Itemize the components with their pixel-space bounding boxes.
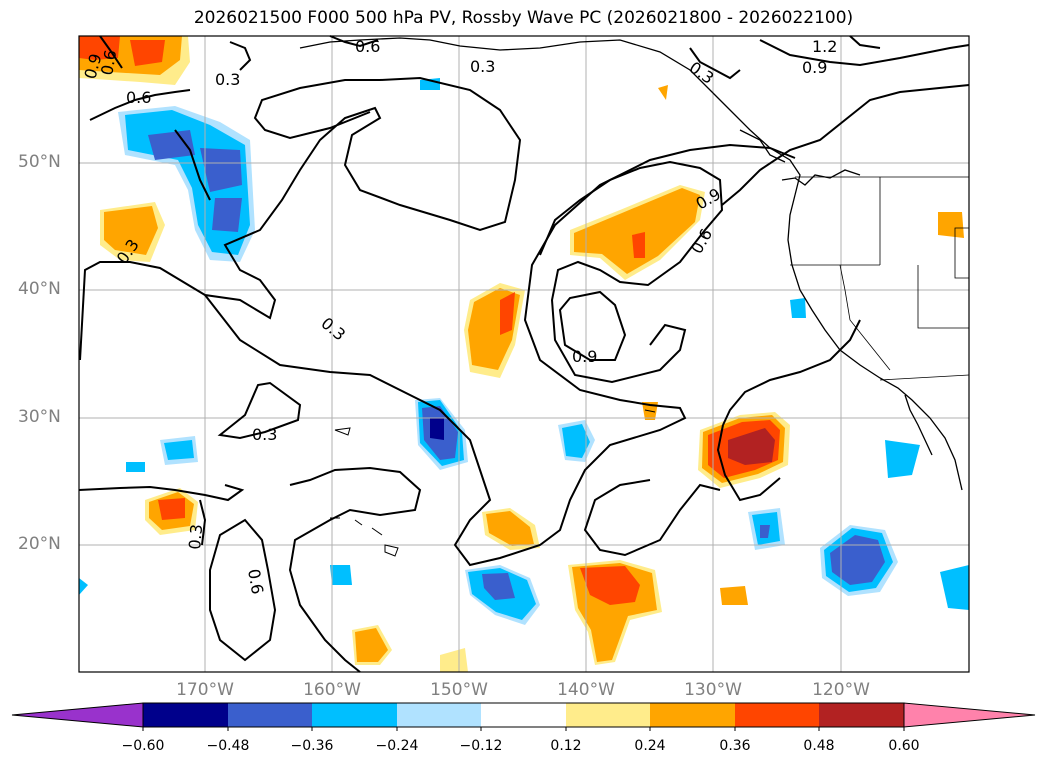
colorbar-tick-label: 0.48 bbox=[803, 738, 835, 754]
contour-label: 0.3 bbox=[215, 70, 240, 89]
colorbar-segment bbox=[650, 703, 735, 727]
colorbar-tick-label: 0.60 bbox=[888, 738, 920, 754]
lon-label-130w: 130°W bbox=[684, 680, 742, 700]
lat-label-40n: 40°N bbox=[18, 279, 61, 299]
contour-label: 0.3 bbox=[470, 57, 495, 76]
colorbar-segment bbox=[566, 703, 650, 727]
contour-label: 0.3 bbox=[185, 523, 206, 550]
contour-label: 0.9 bbox=[802, 58, 827, 77]
colorbar-segment bbox=[143, 703, 228, 727]
colorbar-segment bbox=[481, 703, 566, 727]
colorbar-segment bbox=[819, 703, 904, 727]
colorbar-extend-low bbox=[11, 702, 144, 728]
colorbar-segment bbox=[735, 703, 819, 727]
colorbar-extend-high bbox=[903, 702, 1036, 728]
gridlines bbox=[79, 36, 969, 672]
lat-label-20n: 20°N bbox=[18, 534, 61, 554]
colorbar-segment bbox=[312, 703, 397, 727]
colorbar-tick-label: 0.24 bbox=[634, 738, 666, 754]
contour-label: 0.6 bbox=[355, 37, 380, 56]
lon-label-140w: 140°W bbox=[557, 680, 615, 700]
colorbar-tick-label: −0.12 bbox=[459, 738, 503, 754]
lat-label-50n: 50°N bbox=[18, 152, 61, 172]
contour-label: 0.9 bbox=[572, 347, 597, 366]
contour-label: 1.2 bbox=[812, 37, 837, 56]
lon-label-170w: 170°W bbox=[176, 680, 234, 700]
contour-label: 0.3 bbox=[252, 425, 277, 444]
plot-frame bbox=[78, 35, 970, 673]
colorbar-tick-label: −0.24 bbox=[375, 738, 419, 754]
colorbar-tick-label: 0.12 bbox=[550, 738, 582, 754]
colorbar bbox=[11, 702, 1036, 731]
contour-label: 0.6 bbox=[97, 48, 120, 76]
colorbar-tick-label: −0.60 bbox=[121, 738, 165, 754]
colorbar-tick-label: −0.36 bbox=[290, 738, 334, 754]
lon-label-120w: 120°W bbox=[812, 680, 870, 700]
contour-label: 0.6 bbox=[244, 567, 267, 595]
colorbar-segment bbox=[228, 703, 312, 727]
contour-label: 0.6 bbox=[126, 88, 151, 107]
political-borders bbox=[790, 176, 970, 381]
colorbar-tick-label: 0.36 bbox=[719, 738, 751, 754]
colorbar-segment bbox=[397, 703, 481, 727]
map-title: 2026021500 F000 500 hPa PV, Rossby Wave … bbox=[193, 8, 854, 28]
pv-contours bbox=[78, 35, 970, 673]
lat-label-30n: 30°N bbox=[18, 407, 61, 427]
lon-label-160w: 160°W bbox=[303, 680, 361, 700]
colorbar-tick-label: −0.48 bbox=[206, 738, 250, 754]
lon-label-150w: 150°W bbox=[430, 680, 488, 700]
